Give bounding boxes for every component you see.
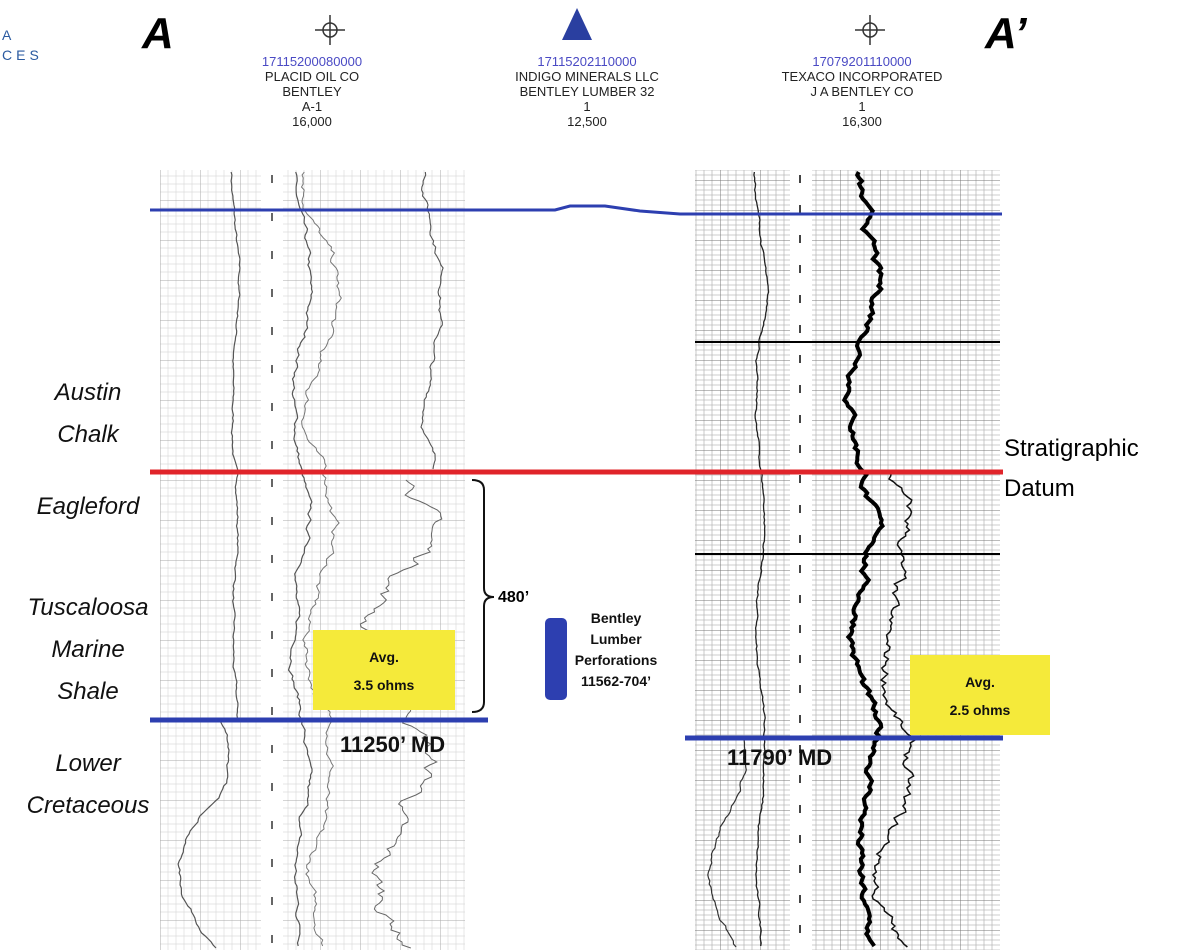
depth-track: [790, 170, 812, 950]
perforation-label: Perforations: [575, 652, 658, 668]
logo-text: CES: [2, 47, 43, 63]
datum-label: Datum: [1004, 475, 1075, 502]
well-depth: 12,500: [567, 114, 607, 129]
formation-label: Tuscaloosa: [28, 594, 149, 621]
resistivity-label: Avg.: [965, 674, 995, 690]
well-symbol: [562, 8, 592, 40]
well-lease: BENTLEY LUMBER 32: [520, 84, 655, 99]
log-panel: [695, 170, 1000, 950]
well-api: 17115202110000: [537, 54, 636, 69]
thickness-label: 480’: [498, 589, 529, 606]
bracket: [472, 480, 494, 712]
depth-label: 11250’ MD: [340, 732, 445, 757]
perforation-label: Bentley: [591, 610, 642, 626]
perforation-label: 11562-704’: [581, 673, 651, 689]
well-depth: 16,300: [842, 114, 882, 129]
well-api: 17115200080000: [262, 54, 362, 69]
formation-label: Lower: [55, 750, 121, 777]
well-symbol: [315, 15, 885, 45]
formation-label: Shale: [57, 678, 118, 705]
formation-label: Eagleford: [37, 493, 140, 520]
perforation-label: Lumber: [590, 631, 642, 647]
well-number: A-1: [302, 99, 322, 114]
well-lease: BENTLEY: [282, 84, 342, 99]
datum-label: Stratigraphic: [1004, 435, 1139, 462]
cross-section: A CES A A’ 17115200080000PLACID OIL COBE…: [0, 0, 1197, 950]
logo-text: A: [2, 27, 12, 43]
perforation-bar: [545, 618, 567, 700]
resistivity-label: Avg.: [369, 649, 399, 665]
well-lease: J A BENTLEY CO: [810, 84, 913, 99]
well-operator: PLACID OIL CO: [265, 69, 359, 84]
section-start: A: [141, 9, 174, 58]
depth-label: 11790’ MD: [727, 745, 832, 770]
resistivity-box: [313, 630, 455, 710]
well-api: 17079201110000: [812, 54, 911, 69]
formation-label: Austin: [53, 379, 122, 406]
resistivity-label: 3.5 ohms: [354, 677, 415, 693]
resistivity-box: [910, 655, 1050, 735]
formation-label: Cretaceous: [27, 792, 150, 819]
well-number: 1: [858, 99, 865, 114]
resistivity-label: 2.5 ohms: [950, 702, 1011, 718]
formation-label: Chalk: [57, 421, 120, 448]
well-depth: 16,000: [292, 114, 332, 129]
section-end: A’: [984, 9, 1027, 58]
log-panel: [160, 170, 465, 950]
well-operator: INDIGO MINERALS LLC: [515, 69, 659, 84]
well-operator: TEXACO INCORPORATED: [782, 69, 943, 84]
formation-label: Marine: [51, 636, 124, 663]
well-number: 1: [583, 99, 590, 114]
